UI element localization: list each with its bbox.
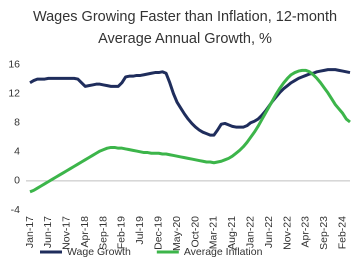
x-tick-label: Jan-22 (244, 216, 256, 248)
y-tick-label: 16 (8, 58, 20, 70)
x-tick-label: Feb-24 (336, 216, 348, 249)
x-tick-label: Feb-19 (116, 216, 128, 249)
x-tick-label: Jan-17 (24, 216, 36, 248)
legend-label: Wage Growth (67, 246, 131, 258)
legend-label: Average Inflation (184, 246, 263, 258)
y-tick-label: 12 (8, 87, 20, 99)
y-tick-label: 4 (14, 146, 20, 158)
x-tick-label: Oct-20 (189, 216, 201, 248)
x-tick-label: Apr-18 (79, 216, 91, 248)
x-tick-label: Jun-22 (263, 216, 275, 248)
x-tick-label: Nov-17 (61, 216, 73, 250)
line-series (29, 68, 351, 137)
x-tick-label: Sep-18 (97, 216, 109, 250)
x-tick-label: Mar-21 (208, 216, 220, 249)
x-tick-label: Jul-19 (134, 216, 146, 245)
x-tick-label: Dec-19 (153, 216, 165, 250)
x-tick-label: Apr-23 (300, 216, 312, 248)
x-tick-label: Sep-23 (318, 216, 330, 250)
chart-title: Wages Growing Faster than Inflation, 12-… (32, 9, 338, 47)
y-tick-label: 0 (14, 175, 20, 187)
x-tick-label: Jun-17 (42, 216, 54, 248)
x-tick-label: Aug-21 (226, 216, 238, 250)
line-series (29, 68, 351, 194)
y-tick-label: 8 (14, 117, 20, 129)
y-tick-label: -4 (11, 204, 20, 216)
x-tick-label: Nov-22 (281, 216, 293, 250)
x-tick-label: May-20 (171, 216, 183, 251)
